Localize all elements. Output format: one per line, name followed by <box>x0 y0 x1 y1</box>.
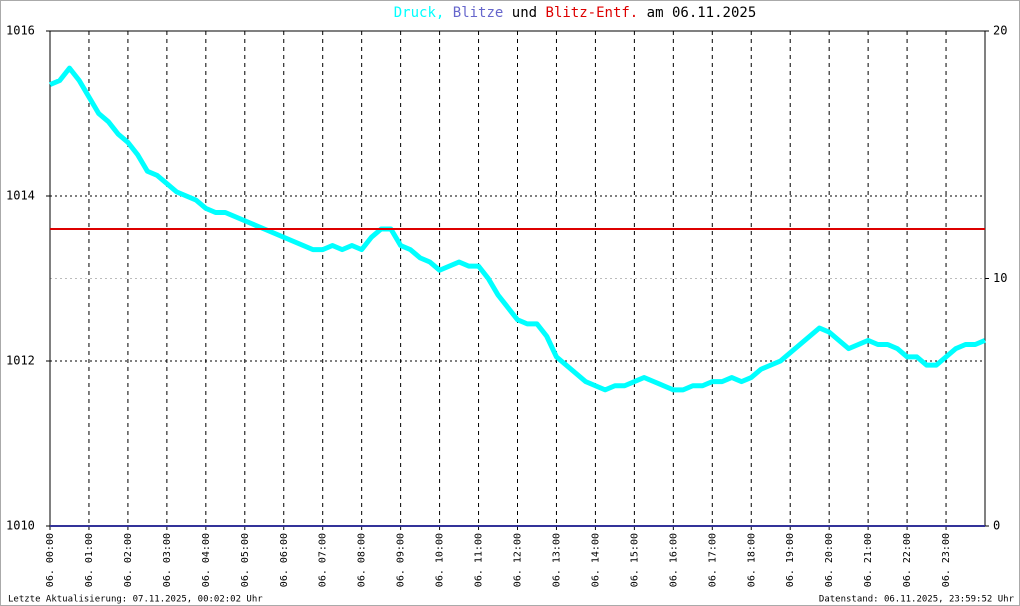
title-part: Druck, <box>394 5 445 21</box>
x-tick-label: 06. 07:00 <box>318 533 329 587</box>
x-tick-label: 06. 13:00 <box>551 533 562 587</box>
footer-left: Letzte Aktualisierung: 07.11.2025, 00:02… <box>8 595 263 605</box>
title-part: Blitze <box>453 5 504 21</box>
x-tick-label: 06. 06:00 <box>279 533 290 587</box>
x-tick-label: 06. 23:00 <box>941 533 952 587</box>
footer-right: Datenstand: 06.11.2025, 23:59:52 Uhr <box>819 595 1015 605</box>
x-tick-label: 06. 19:00 <box>785 533 796 587</box>
x-tick-label: 06. 11:00 <box>474 533 485 587</box>
y-tick-label: 1016 <box>6 24 35 38</box>
x-tick-label: 06. 12:00 <box>513 533 524 587</box>
x-tick-label: 06. 04:00 <box>201 533 212 587</box>
y2-tick-label: 0 <box>993 519 1000 533</box>
x-tick-label: 06. 22:00 <box>902 533 913 587</box>
x-tick-label: 06. 08:00 <box>357 533 368 587</box>
y-tick-label: 1012 <box>6 354 35 368</box>
series-line <box>49 65 986 393</box>
x-tick-label: 06. 00:00 <box>45 533 56 587</box>
x-tick-label: 06. 20:00 <box>824 533 835 587</box>
x-tick-label: 06. 10:00 <box>435 533 446 587</box>
x-tick-label: 06. 16:00 <box>668 533 679 587</box>
x-tick-label: 06. 09:00 <box>396 533 407 587</box>
y-tick-label: 1010 <box>6 519 35 533</box>
y-tick-label: 1014 <box>6 189 35 203</box>
x-tick-label: 06. 05:00 <box>240 533 251 587</box>
title-part: und <box>512 5 537 21</box>
x-tick-label: 06. 14:00 <box>590 533 601 587</box>
x-tick-label: 06. 02:00 <box>123 533 134 587</box>
x-tick-label: 06. 21:00 <box>863 533 874 587</box>
x-tick-label: 06. 17:00 <box>707 533 718 587</box>
chart-title: Druck, Blitze und Blitz-Entf. am 06.11.2… <box>394 5 757 21</box>
x-tick-label: 06. 01:00 <box>84 533 95 587</box>
title-part: am 06.11.2025 <box>647 5 757 21</box>
title-part: Blitz-Entf. <box>546 5 639 21</box>
x-tick-label: 06. 03:00 <box>162 533 173 587</box>
x-tick-label: 06. 15:00 <box>629 533 640 587</box>
y2-tick-label: 10 <box>993 271 1007 285</box>
y2-tick-label: 20 <box>993 24 1007 38</box>
x-tick-label: 06. 18:00 <box>746 533 757 587</box>
